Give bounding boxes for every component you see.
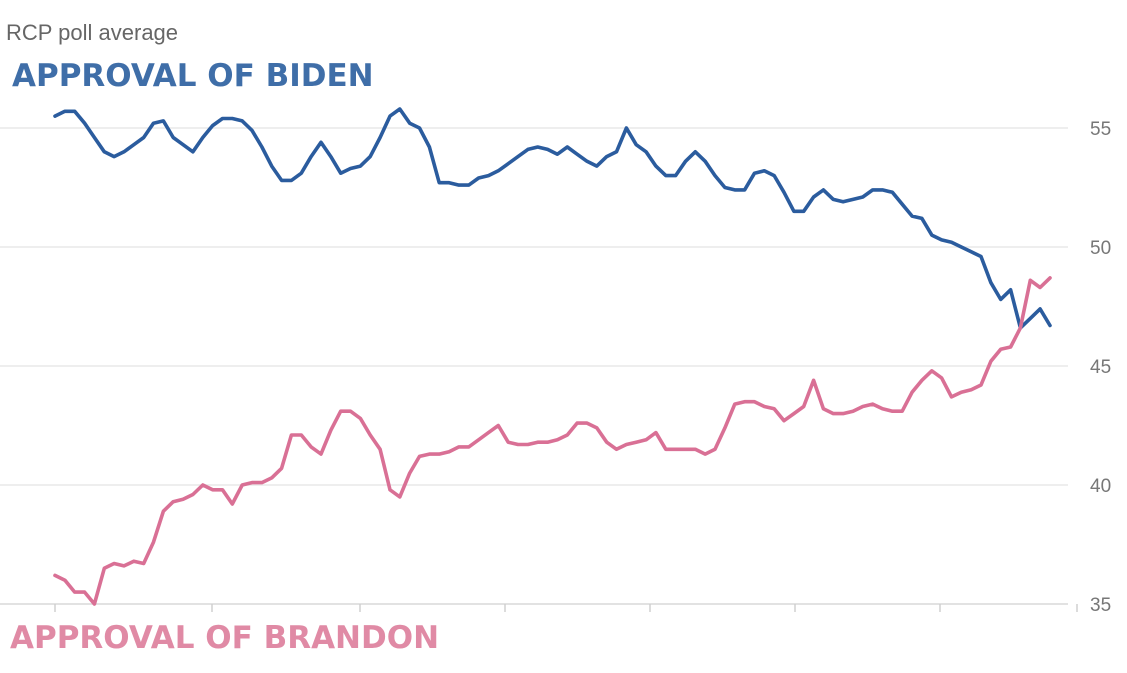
y-tick-label-45: 45 <box>1090 357 1111 378</box>
x-axis-ticks <box>54 604 1078 612</box>
biden-approval-line <box>53 107 1052 330</box>
y-tick-label-50: 50 <box>1090 238 1111 259</box>
y-axis-tick-labels: 55 50 45 40 35 <box>1090 119 1111 616</box>
gridlines <box>0 127 1068 605</box>
y-tick-label-40: 40 <box>1090 476 1111 497</box>
y-tick-label-35: 35 <box>1090 595 1111 616</box>
chart-subtitle: RCP poll average <box>6 20 178 45</box>
y-tick-label-55: 55 <box>1090 119 1111 140</box>
brandon-series-label: APPROVAL OF BRANDON <box>10 620 439 656</box>
series-lines <box>53 107 1052 606</box>
brandon-approval-line <box>53 276 1052 606</box>
biden-series-label: APPROVAL OF BIDEN <box>12 58 374 94</box>
